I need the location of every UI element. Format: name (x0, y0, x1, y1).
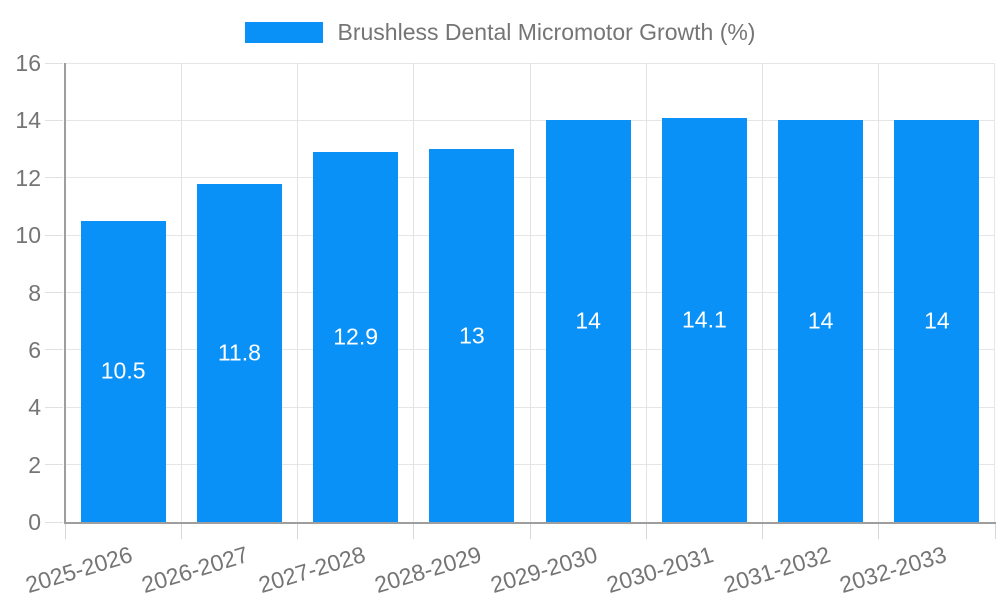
v-gridline (878, 63, 880, 522)
y-axis-tick-mark (45, 521, 63, 523)
y-axis-tick-label: 0 (28, 509, 41, 535)
legend-swatch[interactable] (244, 21, 323, 43)
v-gridline (762, 63, 763, 522)
legend[interactable]: Brushless Dental Micromotor Growth (%) (0, 17, 1000, 47)
y-axis-tick-mark (45, 464, 63, 466)
bar: 11.8 (196, 183, 282, 522)
v-gridline (180, 63, 182, 522)
x-axis-tick-mark (529, 524, 531, 539)
x-axis-tick-mark (994, 524, 996, 539)
bar-value-label: 10.5 (100, 357, 146, 384)
x-axis-tick-mark (180, 524, 182, 539)
x-axis-tick-label: 2028-2029 (371, 541, 485, 599)
bar: 12.9 (313, 151, 399, 522)
y-axis-tick-label: 10 (15, 222, 41, 249)
x-axis-tick-label: 2030-2031 (603, 541, 717, 599)
y-axis-tick-label: 4 (28, 394, 41, 421)
x-axis-tick-mark (413, 524, 415, 539)
bar-value-label: 14 (807, 307, 834, 334)
x-axis-tick-label: 2029-2030 (487, 541, 601, 599)
x-axis-tick-label: 2027-2028 (255, 541, 368, 599)
v-gridline (297, 63, 298, 522)
bar: 13 (429, 149, 515, 522)
bar: 14 (545, 120, 631, 522)
y-axis-tick-label: 14 (15, 107, 41, 134)
y-axis-line (64, 63, 66, 522)
bar: 10.5 (80, 220, 166, 522)
x-axis-tick-mark (762, 524, 763, 539)
bar-value-label: 11.8 (217, 339, 261, 366)
x-axis-tick-mark (64, 524, 66, 539)
y-axis-tick-label: 2 (28, 451, 41, 478)
x-axis-tick-label: 2032-2033 (836, 541, 950, 599)
bar-value-label: 12.9 (333, 323, 378, 350)
bar: 14 (778, 120, 864, 522)
bar-value-label: 14 (924, 307, 950, 334)
v-gridline (645, 63, 647, 522)
bar-value-label: 13 (459, 322, 485, 349)
y-axis-tick-mark (45, 349, 63, 351)
y-axis-tick-mark (45, 177, 63, 179)
y-axis-tick-mark (45, 119, 63, 121)
x-axis-tick-label: 2026-2027 (138, 541, 252, 599)
x-axis-tick-mark (645, 524, 647, 539)
v-gridline (413, 63, 415, 522)
x-axis-line (64, 522, 996, 524)
bar-value-label: 14.1 (681, 306, 727, 333)
y-axis-tick-mark (45, 292, 63, 293)
x-axis-tick-mark (297, 524, 298, 539)
h-gridline (65, 62, 995, 64)
bar: 14.1 (661, 117, 747, 522)
v-gridline (529, 63, 531, 522)
bar-value-label: 14 (575, 307, 601, 334)
y-axis-tick-label: 16 (15, 50, 41, 76)
y-axis-tick-label: 8 (28, 279, 41, 306)
x-axis-tick-mark (878, 524, 880, 539)
y-axis-tick-mark (45, 234, 63, 236)
y-axis-tick-mark (45, 62, 63, 64)
bar: 14 (894, 120, 980, 522)
x-axis-tick-label: 2025-2026 (22, 541, 136, 599)
plot-area: 0 2 4 6 8 10 12 14 16 10.5 11.8 12.9 13 14 14.1 14 14 202… (15, 50, 996, 598)
y-axis-tick-label: 6 (28, 336, 41, 363)
y-axis-tick-label: 12 (15, 164, 41, 191)
y-axis-tick-mark (45, 406, 63, 408)
x-axis-tick-label: 2031-2032 (720, 541, 833, 599)
legend-label[interactable]: Brushless Dental Micromotor Growth (%) (337, 18, 756, 45)
plot-right-border (994, 63, 995, 522)
